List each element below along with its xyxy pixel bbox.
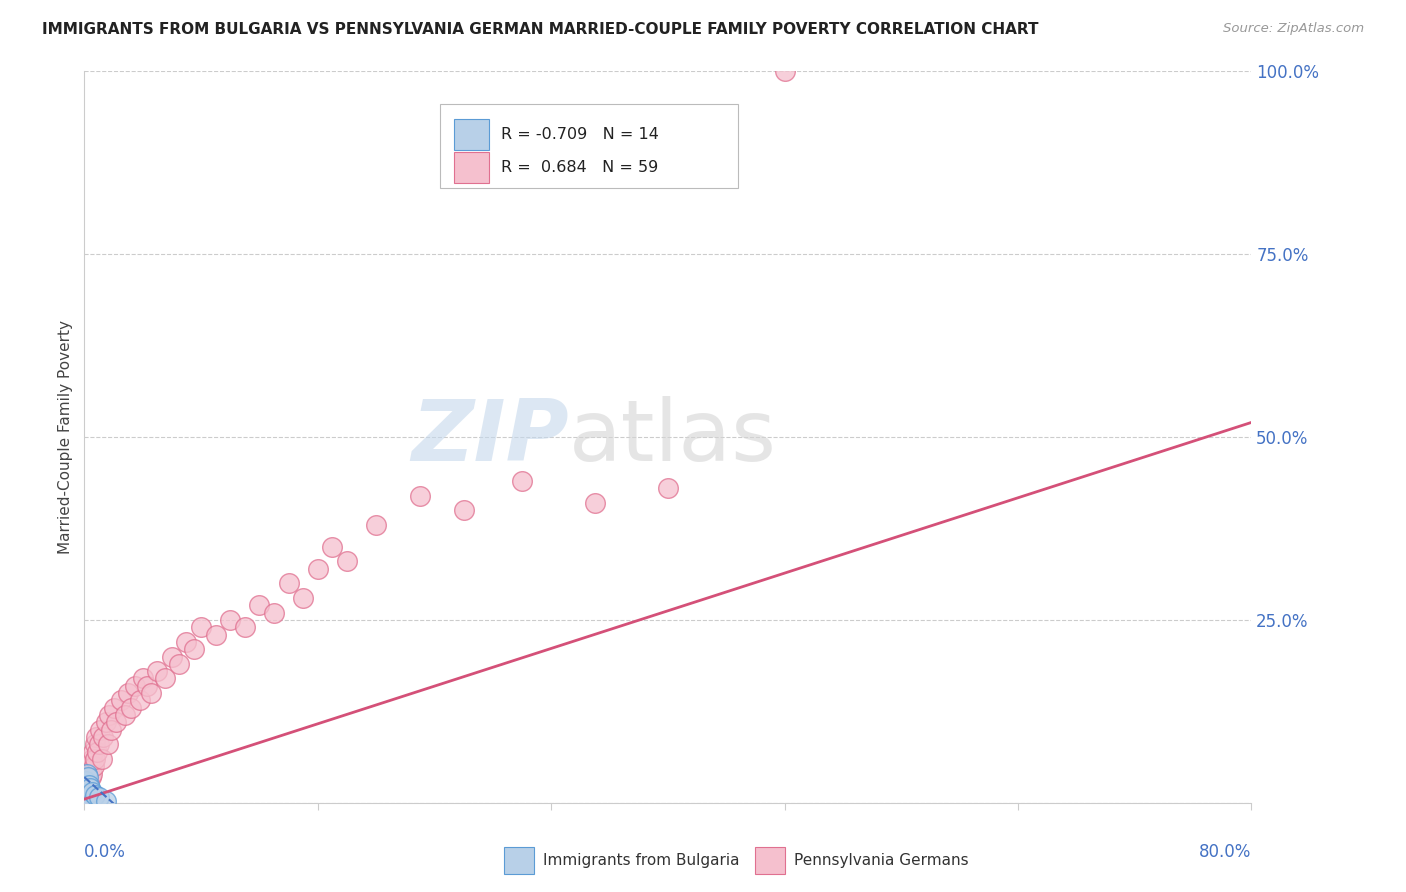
Point — [100, 723, 122, 737]
Point — [117, 686, 139, 700]
Point — [146, 664, 169, 678]
Text: Source: ZipAtlas.com: Source: ZipAtlas.com — [1223, 22, 1364, 36]
Text: R = -0.709   N = 14: R = -0.709 N = 14 — [501, 127, 659, 142]
Point — [97, 737, 120, 751]
Point — [82, 745, 104, 759]
Point — [82, 766, 104, 780]
Point — [83, 759, 105, 773]
Point — [453, 503, 475, 517]
Text: 80.0%: 80.0% — [1199, 843, 1251, 861]
Point — [120, 700, 142, 714]
Point — [76, 781, 98, 796]
Point — [110, 693, 132, 707]
Point — [190, 620, 212, 634]
Point — [233, 620, 256, 634]
Text: 0.0%: 0.0% — [84, 843, 127, 861]
Point — [128, 693, 150, 707]
Point — [153, 672, 176, 686]
Point — [96, 715, 118, 730]
Point — [90, 752, 112, 766]
Point — [77, 778, 100, 792]
Point — [204, 627, 226, 641]
Text: ZIP: ZIP — [411, 395, 568, 479]
Point — [91, 730, 114, 744]
Point — [75, 789, 97, 803]
Point — [79, 781, 101, 796]
Point — [80, 752, 103, 766]
Point — [76, 789, 98, 803]
Point — [114, 708, 136, 723]
Y-axis label: Married-Couple Family Poverty: Married-Couple Family Poverty — [58, 320, 73, 554]
Point — [249, 599, 271, 613]
Point — [80, 770, 103, 784]
Point — [96, 794, 118, 808]
Point — [583, 496, 606, 510]
Point — [75, 785, 97, 799]
FancyBboxPatch shape — [440, 104, 738, 188]
Point — [183, 642, 205, 657]
Bar — [454, 152, 489, 183]
Point — [79, 759, 101, 773]
Point — [80, 785, 103, 799]
Point — [83, 789, 105, 803]
Point — [87, 737, 110, 751]
Text: Immigrants from Bulgaria: Immigrants from Bulgaria — [543, 853, 740, 868]
Point — [77, 770, 100, 784]
Point — [366, 517, 388, 532]
Point — [87, 789, 110, 804]
Text: R =  0.684   N = 59: R = 0.684 N = 59 — [501, 160, 658, 175]
Point — [176, 635, 198, 649]
Point — [76, 785, 98, 799]
Point — [75, 773, 97, 788]
Point — [84, 730, 107, 744]
Point — [141, 686, 163, 700]
Point — [76, 781, 98, 796]
Point — [292, 591, 315, 605]
Text: IMMIGRANTS FROM BULGARIA VS PENNSYLVANIA GERMAN MARRIED-COUPLE FAMILY POVERTY CO: IMMIGRANTS FROM BULGARIA VS PENNSYLVANIA… — [42, 22, 1039, 37]
Point — [219, 613, 242, 627]
Point — [307, 562, 329, 576]
Point — [160, 649, 183, 664]
Point — [86, 745, 108, 759]
Point — [83, 737, 105, 751]
Point — [105, 715, 128, 730]
Point — [657, 481, 679, 495]
Point — [77, 773, 100, 788]
Point — [77, 766, 100, 780]
Point — [124, 679, 146, 693]
Point — [75, 792, 97, 806]
Bar — [505, 847, 534, 874]
Point — [167, 657, 190, 671]
Point — [79, 778, 101, 792]
Point — [103, 700, 125, 714]
Point — [510, 474, 533, 488]
Point — [132, 672, 155, 686]
Point — [409, 489, 432, 503]
Text: Pennsylvania Germans: Pennsylvania Germans — [794, 853, 969, 868]
Text: atlas: atlas — [568, 395, 776, 479]
Point — [98, 708, 121, 723]
Bar — [454, 119, 489, 150]
Point — [263, 606, 285, 620]
Point — [136, 679, 159, 693]
Point — [336, 554, 359, 568]
Point — [89, 723, 111, 737]
Point — [76, 766, 98, 780]
Point — [75, 778, 97, 792]
Point — [84, 752, 107, 766]
Point — [277, 576, 299, 591]
Point — [321, 540, 343, 554]
Point — [773, 64, 796, 78]
Bar — [755, 847, 785, 874]
